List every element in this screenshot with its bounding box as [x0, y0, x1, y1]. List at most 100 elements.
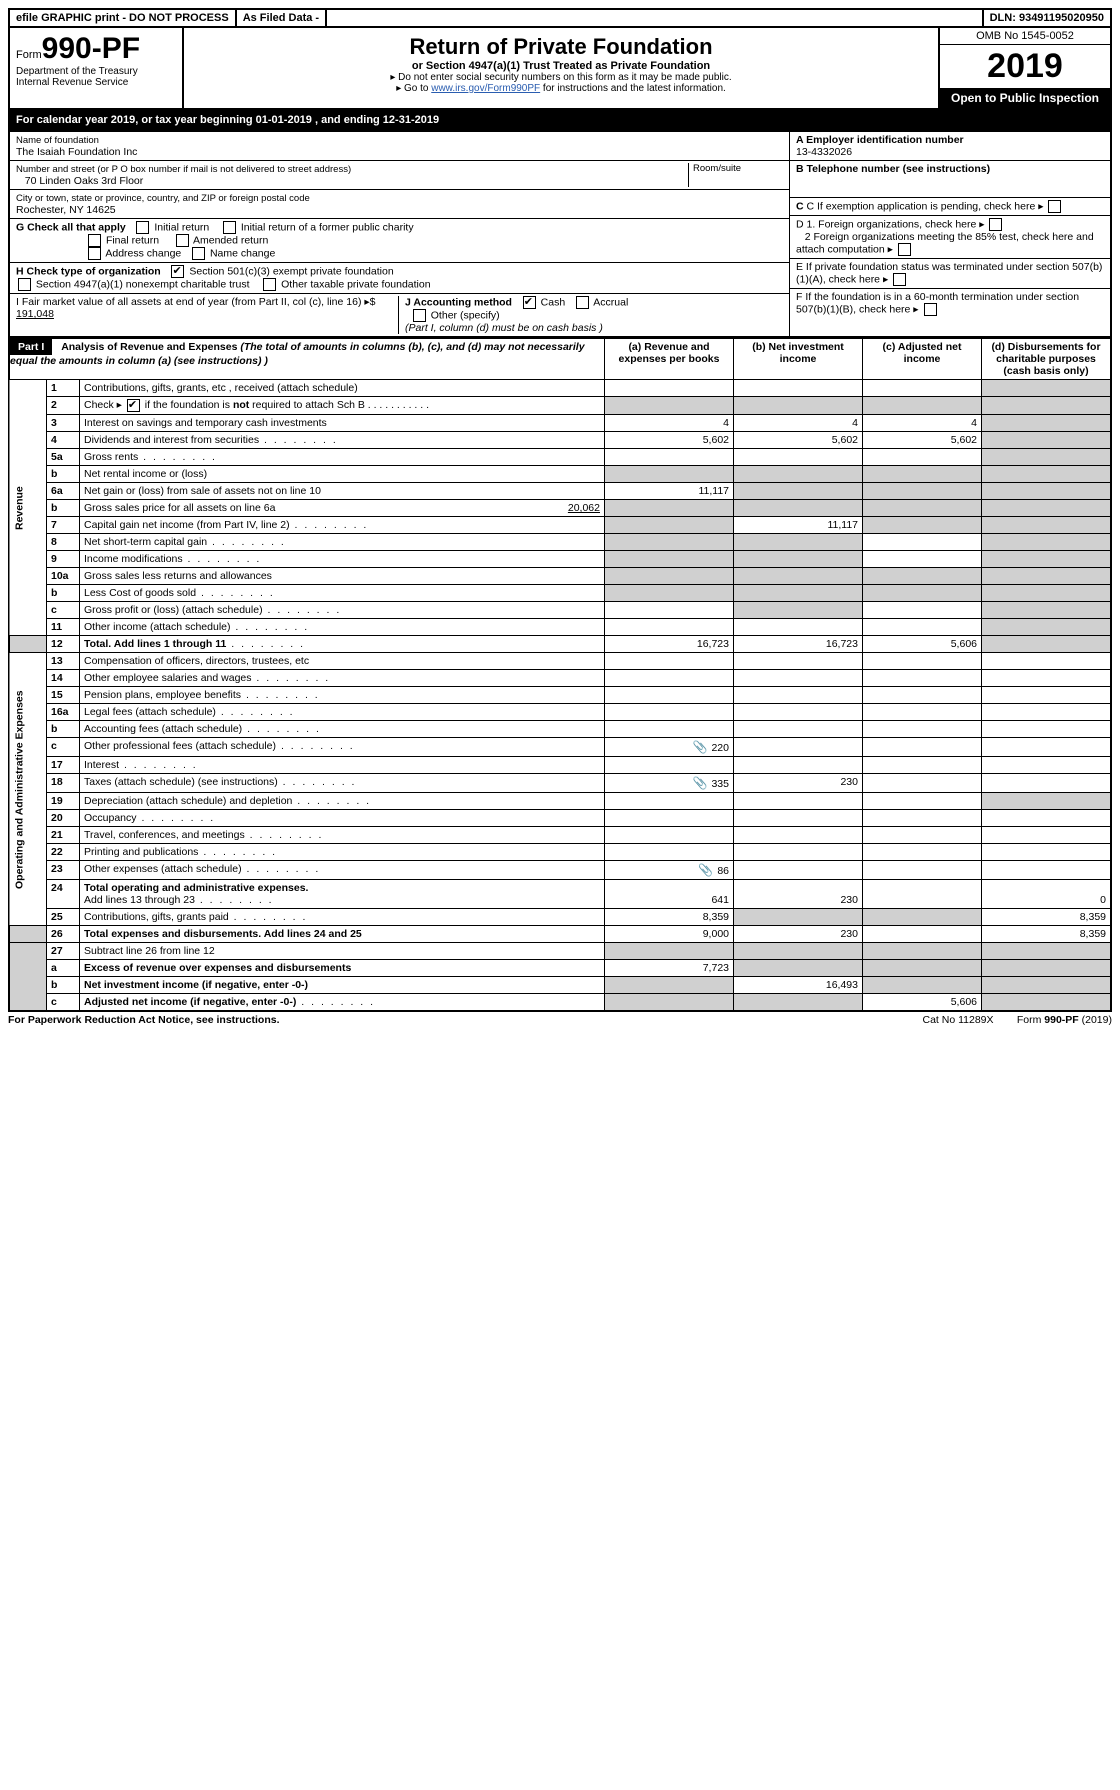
d8: Net short-term capital gain: [80, 534, 605, 551]
row-25: 25Contributions, gifts, grants paid8,359…: [9, 909, 1111, 926]
d6b-val: 20,062: [568, 502, 600, 514]
row-3: 3Interest on savings and temporary cash …: [9, 415, 1111, 432]
d6a: Net gain or (loss) from sale of assets n…: [80, 483, 605, 500]
info-left: Name of foundation The Isaiah Foundation…: [10, 132, 789, 336]
ln3: 3: [47, 415, 80, 432]
part1-header-row: Part I Analysis of Revenue and Expenses …: [9, 339, 1111, 380]
cb-final-return[interactable]: [88, 234, 101, 247]
irs-link[interactable]: www.irs.gov/Form990PF: [431, 83, 540, 94]
row-14: 14Other employee salaries and wages: [9, 670, 1111, 687]
cb-e[interactable]: [893, 273, 906, 286]
v24d: 0: [982, 880, 1112, 909]
cb-initial-return[interactable]: [136, 221, 149, 234]
cb-d1[interactable]: [989, 218, 1002, 231]
cb-4947[interactable]: [18, 278, 31, 291]
g-o5: Address change: [105, 247, 181, 259]
d25: Contributions, gifts, grants paid: [80, 909, 605, 926]
row-16a: 16aLegal fees (attach schedule): [9, 704, 1111, 721]
note2-pre: ▸ Go to: [396, 83, 431, 94]
cb-cash[interactable]: [523, 296, 536, 309]
d6b: Gross sales price for all assets on line…: [80, 500, 605, 517]
dln-value: 93491195020950: [1019, 12, 1104, 24]
cb-c[interactable]: [1048, 200, 1061, 213]
row-23: 23Other expenses (attach schedule)86: [9, 861, 1111, 880]
v6aa: 11,117: [605, 483, 734, 500]
expenses-side-label: Operating and Administrative Expenses: [9, 653, 47, 926]
clip-icon-18[interactable]: [693, 778, 712, 790]
form-ref: Form 990-PF (2019): [1017, 1014, 1112, 1026]
d22: Printing and publications: [80, 844, 605, 861]
row-10b: bLess Cost of goods sold: [9, 585, 1111, 602]
footer-right-group: Cat No 11289X Form 990-PF (2019): [922, 1014, 1112, 1026]
row-27b: bNet investment income (if negative, ent…: [9, 977, 1111, 994]
row-16c: cOther professional fees (attach schedul…: [9, 738, 1111, 757]
d1-label: D 1. Foreign organizations, check here: [796, 218, 976, 230]
row-6b: bGross sales price for all assets on lin…: [9, 500, 1111, 517]
part1-label: Part I: [10, 339, 52, 355]
ln22: 22: [47, 844, 80, 861]
row-27c: cAdjusted net income (if negative, enter…: [9, 994, 1111, 1012]
d2-label: 2 Foreign organizations meeting the 85% …: [796, 231, 1094, 255]
cat-no: Cat No 11289X: [922, 1014, 993, 1026]
i-label: I Fair market value of all assets at end…: [16, 296, 376, 308]
ln10b: b: [47, 585, 80, 602]
street-address: 70 Linden Oaks 3rd Floor: [25, 175, 143, 187]
d20: Occupancy: [80, 810, 605, 827]
v7b: 11,117: [734, 517, 863, 534]
d19: Depreciation (attach schedule) and deple…: [80, 793, 605, 810]
ln26: 26: [47, 926, 80, 943]
d18: Taxes (attach schedule) (see instruction…: [80, 774, 605, 793]
d24: Total operating and administrative expen…: [80, 880, 605, 909]
v12b: 16,723: [734, 636, 863, 653]
d5a: Gross rents: [80, 449, 605, 466]
header-right: OMB No 1545-0052 2019 Open to Public Ins…: [938, 28, 1110, 108]
d23: Other expenses (attach schedule): [80, 861, 605, 880]
fmv-value: 191,048: [16, 308, 54, 320]
name-label: Name of foundation: [16, 135, 99, 146]
row-18: 18Taxes (attach schedule) (see instructi…: [9, 774, 1111, 793]
g-o6: Name change: [210, 247, 275, 259]
v18b: 230: [734, 774, 863, 793]
v23a: 86: [605, 861, 734, 880]
row-9: 9Income modifications: [9, 551, 1111, 568]
cb-schb[interactable]: [127, 399, 140, 412]
top-spacer: [327, 10, 984, 26]
d12: Total. Add lines 1 through 11: [80, 636, 605, 653]
ln24: 24: [47, 880, 80, 909]
info-right: A Employer identification number 13-4332…: [789, 132, 1110, 336]
clip-icon-16c[interactable]: [693, 742, 712, 754]
v27bb: 16,493: [734, 977, 863, 994]
row-15: 15Pension plans, employee benefits: [9, 687, 1111, 704]
row-5a: 5aGross rents: [9, 449, 1111, 466]
d1: Contributions, gifts, grants, etc , rece…: [80, 380, 605, 397]
form-number: Form990-PF: [16, 32, 176, 66]
cb-accrual[interactable]: [576, 296, 589, 309]
d27a-text: Excess of revenue over expenses and disb…: [84, 962, 351, 974]
cb-other-method[interactable]: [413, 309, 426, 322]
note2-post: for instructions and the latest informat…: [540, 83, 726, 94]
ln6b: b: [47, 500, 80, 517]
ln4: 4: [47, 432, 80, 449]
h-label: H Check type of organization: [16, 265, 161, 277]
cb-initial-former[interactable]: [223, 221, 236, 234]
ln21: 21: [47, 827, 80, 844]
part1-title: Analysis of Revenue and Expenses: [61, 341, 237, 353]
d24-text: Total operating and administrative expen…: [84, 882, 308, 894]
v4c: 5,602: [863, 432, 982, 449]
cb-f[interactable]: [924, 303, 937, 316]
efile-label: efile GRAPHIC print - DO NOT PROCESS: [10, 10, 237, 26]
v25d: 8,359: [982, 909, 1112, 926]
row-22: 22Printing and publications: [9, 844, 1111, 861]
cb-name-change[interactable]: [192, 247, 205, 260]
ln23: 23: [47, 861, 80, 880]
cb-addr-change[interactable]: [88, 247, 101, 260]
cb-501c3[interactable]: [171, 265, 184, 278]
cb-other-taxable[interactable]: [263, 278, 276, 291]
cb-d2[interactable]: [898, 243, 911, 256]
cb-amended[interactable]: [176, 234, 189, 247]
ln19: 19: [47, 793, 80, 810]
clip-icon-23[interactable]: [698, 865, 717, 877]
b-label: B Telephone number (see instructions): [796, 163, 990, 175]
omb-number: OMB No 1545-0052: [940, 28, 1110, 45]
city-label: City or town, state or province, country…: [16, 193, 310, 204]
